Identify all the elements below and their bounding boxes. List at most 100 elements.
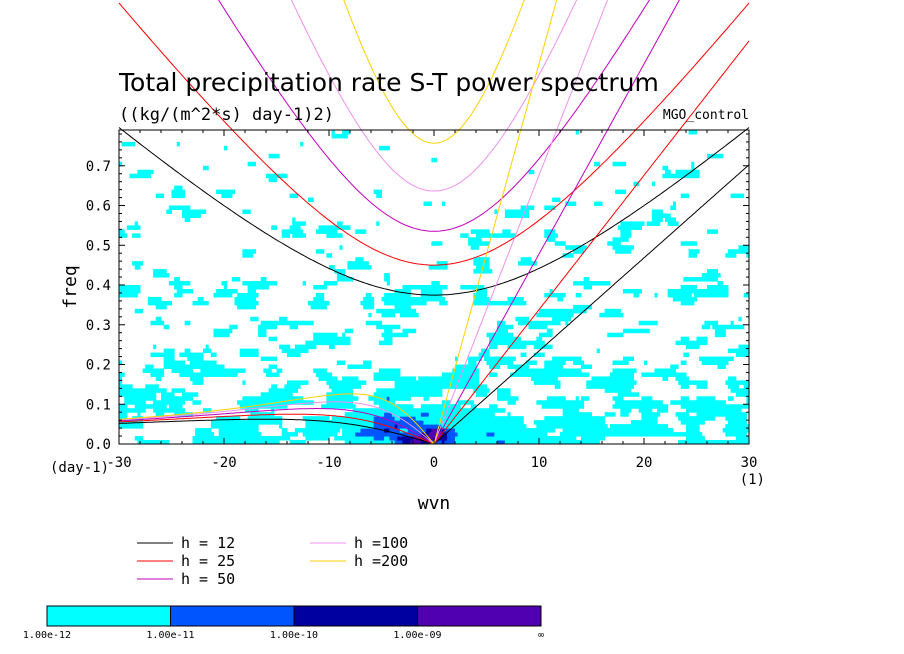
heatmap-cell — [266, 396, 270, 401]
heatmap-cell — [300, 221, 304, 226]
heatmap-cell — [224, 372, 228, 377]
heatmap-cell — [126, 288, 131, 294]
heatmap-cell — [699, 356, 703, 362]
heatmap-cell — [565, 416, 569, 421]
heatmap-cell — [691, 400, 695, 405]
heatmap-cell — [586, 364, 590, 369]
heatmap-cell — [507, 432, 511, 437]
heatmap-cell — [497, 320, 501, 326]
heatmap-cell — [368, 432, 372, 437]
heatmap-cell — [221, 372, 225, 377]
heatmap-cell — [733, 384, 737, 389]
heatmap-cell — [699, 432, 703, 437]
heatmap-cell — [609, 384, 614, 389]
heatmap-cell — [245, 304, 249, 310]
heatmap-cell — [155, 273, 159, 278]
heatmap-cell — [336, 404, 341, 409]
heatmap-cell — [300, 320, 304, 326]
heatmap-cell — [441, 412, 446, 417]
heatmap-cell — [163, 352, 167, 358]
heatmap-cell — [284, 396, 288, 401]
heatmap-cell — [562, 432, 566, 437]
heatmap-cell — [121, 285, 125, 290]
heatmap-cell — [701, 360, 705, 365]
heatmap-cell — [381, 436, 385, 441]
heatmap-cell — [378, 428, 383, 433]
heatmap-cell — [607, 308, 611, 314]
heatmap-cell — [473, 372, 477, 377]
heatmap-cell — [441, 420, 446, 425]
heatmap-cell — [730, 320, 734, 326]
heatmap-cell — [397, 408, 401, 413]
heatmap-cell — [142, 396, 146, 401]
heatmap-cell — [329, 340, 333, 346]
heatmap-cell — [423, 408, 427, 413]
heatmap-cell — [334, 384, 338, 389]
heatmap-cell — [623, 404, 627, 409]
heatmap-cell — [536, 324, 540, 330]
heatmap-cell — [266, 420, 270, 425]
heatmap-cell — [266, 356, 270, 362]
heatmap-cell — [252, 408, 257, 413]
heatmap-cell — [402, 288, 406, 294]
heatmap-cell — [336, 277, 341, 282]
heatmap-cell — [268, 416, 272, 421]
heatmap-cell — [326, 233, 330, 238]
heatmap-cell — [347, 424, 351, 429]
heatmap-cell — [714, 277, 719, 282]
heatmap-cell — [321, 416, 325, 421]
heatmap-cell — [499, 328, 503, 334]
heatmap-cell — [166, 356, 170, 362]
heatmap-cell — [449, 428, 453, 433]
heatmap-cell — [536, 320, 540, 326]
heatmap-cell — [612, 312, 616, 318]
heatmap-cell — [646, 428, 650, 433]
heatmap-cell — [326, 416, 330, 421]
heatmap-cell — [168, 396, 173, 401]
heatmap-cell — [229, 324, 233, 330]
heatmap-cell — [476, 416, 480, 421]
heatmap-cell — [245, 281, 249, 286]
heatmap-cell — [470, 424, 474, 429]
heatmap-cell — [565, 424, 569, 429]
heatmap-cell — [405, 332, 409, 338]
heatmap-cell — [630, 400, 635, 405]
heatmap-cell — [646, 320, 650, 326]
heatmap-cell — [342, 130, 346, 135]
heatmap-cell — [153, 344, 157, 350]
heatmap-cell — [728, 384, 732, 389]
heatmap-cell — [581, 360, 585, 365]
heatmap-cell — [468, 432, 472, 437]
heatmap-cell — [507, 388, 511, 393]
heatmap-cell — [520, 213, 524, 218]
heatmap-cell — [701, 396, 705, 401]
heatmap-cell — [452, 432, 456, 437]
heatmap-cell — [733, 408, 737, 413]
heatmap-cell — [224, 420, 228, 425]
heatmap-cell — [166, 360, 170, 365]
heatmap-cell — [294, 388, 299, 393]
heatmap-cell — [229, 436, 233, 441]
heatmap-cell — [491, 440, 495, 444]
heatmap-cell — [350, 428, 354, 433]
dispersion-curve-h50 — [118, 0, 680, 444]
heatmap-cell — [544, 420, 548, 425]
heatmap-cell — [449, 404, 453, 409]
heatmap-cell — [137, 424, 141, 429]
heatmap-cell — [504, 340, 509, 346]
heatmap-cell — [573, 372, 577, 377]
heatmap-cell — [129, 420, 133, 425]
heatmap-cell — [158, 376, 162, 381]
heatmap-cell — [720, 332, 724, 338]
heatmap-cell — [567, 412, 572, 417]
heatmap-cell — [205, 348, 209, 354]
heatmap-cell — [289, 388, 293, 393]
heatmap-cell — [224, 189, 228, 195]
heatmap-cell — [402, 380, 406, 385]
heatmap-cell — [504, 388, 509, 393]
heatmap-cell — [486, 233, 490, 238]
heatmap-cell — [326, 400, 330, 405]
heatmap-cell — [667, 217, 671, 222]
heatmap-cell — [465, 420, 469, 425]
heatmap-cell — [707, 269, 711, 274]
